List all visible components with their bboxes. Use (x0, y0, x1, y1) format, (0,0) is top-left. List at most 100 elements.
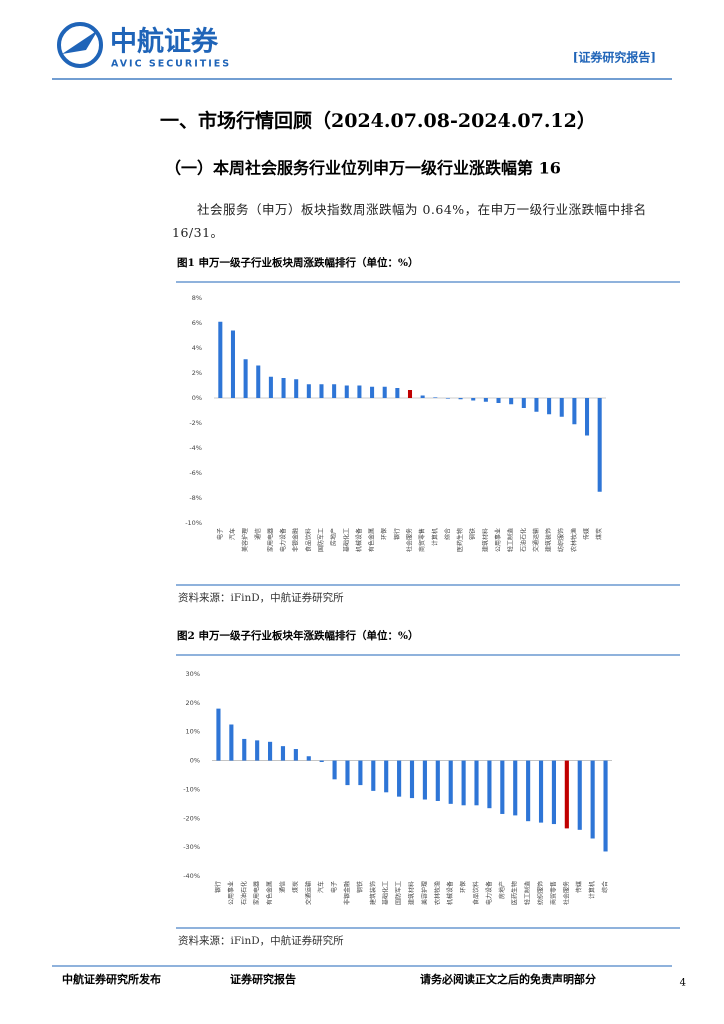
bar (483, 398, 488, 402)
x-tick-label: 医药生物 (456, 528, 464, 552)
y-tick-label: -10% (183, 785, 200, 793)
x-tick-label: 建筑装饰 (369, 881, 377, 905)
x-tick-label: 银行 (393, 528, 401, 540)
x-tick-label: 机械设备 (355, 528, 363, 552)
x-tick-label: 公用事业 (227, 881, 235, 905)
y-tick-label: 20% (186, 699, 200, 707)
footer-right: 请务必阅读正文之后的免责声明部分 (420, 972, 596, 986)
bar (445, 398, 450, 399)
x-tick-label: 非银金融 (343, 881, 351, 905)
x-tick-label: 商贸零售 (418, 528, 426, 552)
report-tag: [证券研究报告] (573, 50, 656, 65)
figure-source: 资料来源：iFinD，中航证券研究所 (178, 591, 344, 604)
y-tick-label: -20% (183, 814, 200, 822)
x-tick-label: 传媒 (583, 528, 591, 540)
figure-source: 资料来源：iFinD，中航证券研究所 (178, 934, 344, 947)
y-tick-label: 2% (192, 369, 202, 377)
x-tick-label: 计算机 (431, 528, 439, 546)
bar (268, 741, 273, 761)
bar (268, 376, 273, 398)
bar (474, 760, 479, 806)
bar (319, 384, 324, 398)
bar (500, 760, 505, 814)
x-tick-label: 公用事业 (494, 528, 502, 552)
x-tick-label: 国防军工 (317, 528, 325, 552)
bar (458, 398, 463, 400)
logo-cn: 中航证券 (110, 26, 219, 58)
x-tick-label: 纺织服饰 (537, 881, 545, 905)
x-tick-label: 环保 (459, 881, 467, 893)
footer-left: 中航证券研究所发布 (62, 972, 161, 986)
bar (216, 708, 221, 761)
bar (585, 398, 590, 436)
x-tick-label: 建筑装饰 (545, 528, 553, 552)
x-tick-label: 轻工制造 (507, 528, 515, 552)
x-tick-label: 环保 (380, 528, 388, 540)
x-tick-label: 商贸零售 (549, 881, 557, 905)
bar (551, 760, 556, 825)
x-tick-label: 通信 (254, 528, 262, 540)
x-tick-label: 美容护理 (420, 881, 428, 905)
bar (564, 760, 569, 829)
bar (521, 398, 526, 408)
x-tick-label: 国防军工 (395, 881, 403, 905)
logo: 中航证券 AVIC SECURITIES (57, 22, 231, 70)
x-tick-label: 电力设备 (485, 881, 493, 905)
bar (229, 724, 234, 761)
x-tick-label: 交通运输 (532, 528, 540, 552)
y-tick-label: -40% (183, 872, 200, 880)
bar (547, 398, 552, 415)
x-tick-label: 石油石化 (519, 528, 527, 552)
subheading: （一）本周社会服务行业位列申万一级行业涨跌幅第 16 (165, 159, 561, 178)
logo-en: AVIC SECURITIES (111, 59, 231, 70)
paragraph: 社会服务（申万）板块指数周涨跌幅为 0.64%，在申万一级行业涨跌幅中排名 16… (172, 202, 647, 240)
bar (230, 330, 235, 398)
bar (577, 760, 582, 830)
y-tick-label: 10% (186, 728, 200, 736)
x-tick-label: 社会服务 (562, 881, 570, 905)
bar (448, 760, 453, 804)
bar (332, 384, 337, 398)
bar (461, 760, 466, 806)
x-tick-label: 电子 (330, 881, 338, 893)
x-tick-label: 电力设备 (279, 528, 287, 552)
bar (218, 321, 223, 398)
x-tick-label: 综合 (601, 881, 609, 893)
x-tick-label: 银行 (214, 881, 222, 893)
bar (306, 384, 311, 398)
figure-caption: 图1 申万一级子行业板块周涨跌幅排行（单位：%） (177, 256, 418, 269)
bar (281, 378, 286, 398)
x-tick-label: 汽车 (228, 528, 236, 540)
bar (597, 398, 602, 492)
bar (293, 749, 298, 761)
y-tick-label: -6% (189, 469, 202, 477)
bar (382, 386, 387, 398)
y-tick-label: 0% (192, 394, 202, 402)
bar (422, 760, 427, 800)
bar (487, 760, 492, 809)
x-tick-label: 煤炭 (595, 528, 603, 540)
x-tick-label: 有色金属 (266, 881, 274, 905)
x-tick-label: 传媒 (575, 881, 583, 893)
bar (409, 760, 415, 799)
y-tick-label: -10% (185, 519, 202, 527)
x-tick-label: 煤炭 (291, 881, 299, 893)
bar (538, 760, 544, 823)
x-tick-label: 石油石化 (240, 881, 248, 905)
x-tick-label: 电子 (216, 528, 224, 540)
bar (471, 398, 476, 401)
page-number: 4 (680, 978, 686, 989)
bar (603, 760, 608, 852)
x-tick-label: 美容护理 (241, 528, 249, 552)
x-tick-label: 机械设备 (446, 881, 454, 905)
y-tick-label: -4% (189, 444, 202, 452)
bar (395, 388, 400, 398)
bar (572, 398, 577, 425)
bar (306, 756, 311, 761)
bar (433, 397, 438, 398)
y-tick-label: 4% (192, 344, 202, 352)
x-tick-label: 食品饮料 (304, 528, 312, 552)
bar (357, 385, 362, 398)
x-tick-label: 交通运输 (304, 881, 312, 905)
